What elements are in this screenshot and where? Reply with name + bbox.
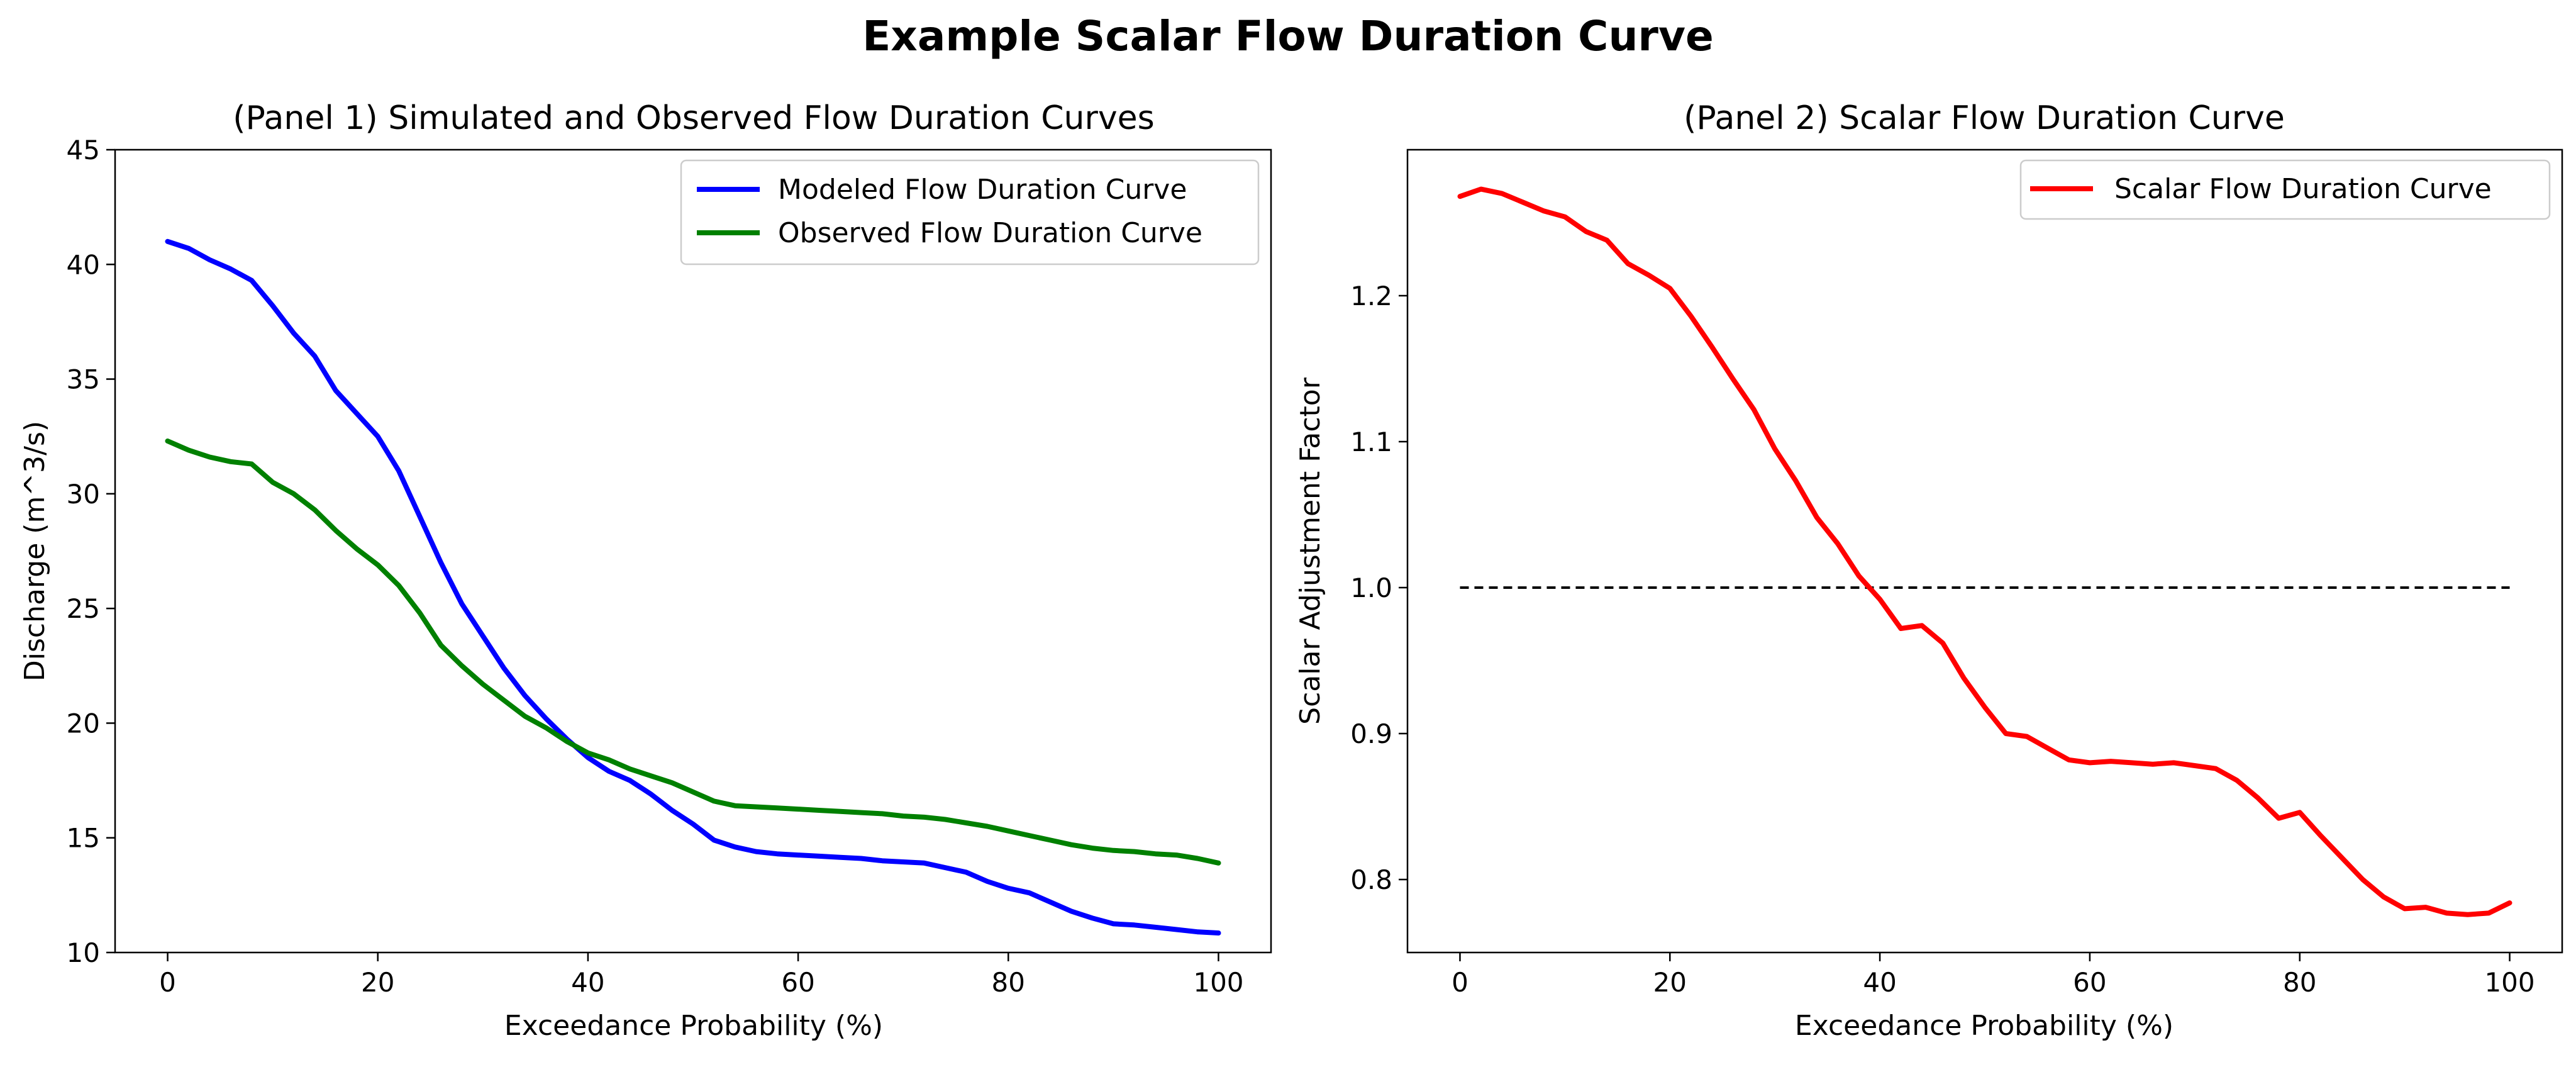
panel-1-y-tick-label: 45: [67, 135, 100, 165]
panel-1-legend: Modeled Flow Duration Curve Observed Flo…: [680, 159, 1260, 265]
panel-2-y-tick-label: 1.0: [1350, 573, 1392, 603]
panel-1-legend-label-observed: Observed Flow Duration Curve: [778, 217, 1202, 249]
panel-1-y-tick-label: 30: [67, 479, 100, 510]
figure-title: Example Scalar Flow Duration Curve: [862, 12, 1714, 60]
panel-1-series-layer: [165, 238, 1221, 936]
panel-1-legend-label-modeled: Modeled Flow Duration Curve: [778, 174, 1187, 206]
panel-2-x-tick-label: 0: [1452, 967, 1468, 998]
panel-1: (Panel 1) Simulated and Observed Flow Du…: [19, 99, 1272, 1042]
panel-2-y-axis-label: Scalar Adjustment Factor: [1294, 377, 1326, 725]
panel-2-x-tick-label: 60: [2073, 967, 2106, 998]
panel-2-title: (Panel 2) Scalar Flow Duration Curve: [1684, 99, 2285, 137]
panel-1-y-tick-label: 10: [67, 937, 100, 968]
panel-2-x-axis-label: Exceedance Probability (%): [1795, 1010, 2174, 1042]
panel-2-x-tick-label: 20: [1653, 967, 1687, 998]
panel-1-series-line-1: [165, 238, 1221, 936]
panel-2: (Panel 2) Scalar Flow Duration Curve 0 20…: [1294, 99, 2563, 1042]
panel-1-y-tick-label: 15: [67, 823, 100, 854]
panel-2-x-tick-label: 40: [1863, 967, 1896, 998]
panel-2-series-line-1: [1457, 186, 2512, 917]
panel-1-ticks: 0 20 40 60 80 100 10 15 20 25 30 35 40 45: [67, 135, 1244, 998]
panel-1-series-line-2: [165, 439, 1221, 866]
panel-1-x-tick-label: 100: [1193, 967, 1243, 998]
panel-2-y-tick-label: 1.1: [1350, 427, 1392, 457]
panel-1-x-axis-label: Exceedance Probability (%): [504, 1010, 883, 1042]
panel-1-y-tick-label: 25: [67, 593, 100, 624]
panel-2-y-tick-label: 0.8: [1350, 864, 1392, 895]
panel-2-y-tick-label: 1.2: [1350, 281, 1392, 311]
panel-1-plot-frame: [114, 148, 1272, 954]
panel-2-plot-frame: [1406, 148, 2563, 954]
panel-2-y-tick-label: 0.9: [1350, 718, 1392, 749]
panel-2-x-tick-label: 80: [2283, 967, 2316, 998]
panel-1-x-tick-label: 0: [159, 967, 176, 998]
panel-2-series-layer: [1457, 186, 2512, 917]
panel-2-legend-label-scalar: Scalar Flow Duration Curve: [2114, 173, 2492, 205]
panel-1-x-tick-label: 40: [571, 967, 604, 998]
panel-1-y-axis-label: Discharge (m^3/s): [19, 421, 51, 681]
panel-1-x-tick-label: 80: [992, 967, 1025, 998]
panel-1-y-tick-label: 40: [67, 249, 100, 280]
panel-2-legend-box: [2019, 159, 2551, 220]
panel-2-legend: Scalar Flow Duration Curve: [2019, 159, 2551, 220]
panel-2-x-tick-label: 100: [2484, 967, 2534, 998]
panel-1-title: (Panel 1) Simulated and Observed Flow Du…: [233, 99, 1154, 137]
panel-1-legend-box: [680, 159, 1260, 265]
panel-1-y-tick-label: 20: [67, 708, 100, 739]
panel-1-y-tick-label: 35: [67, 364, 100, 395]
panel-1-x-tick-label: 20: [361, 967, 394, 998]
panel-2-ticks: 0 20 40 60 80 100 0.8 0.9 1.0 1.1 1.2: [1350, 281, 2534, 998]
panel-1-x-tick-label: 60: [781, 967, 814, 998]
